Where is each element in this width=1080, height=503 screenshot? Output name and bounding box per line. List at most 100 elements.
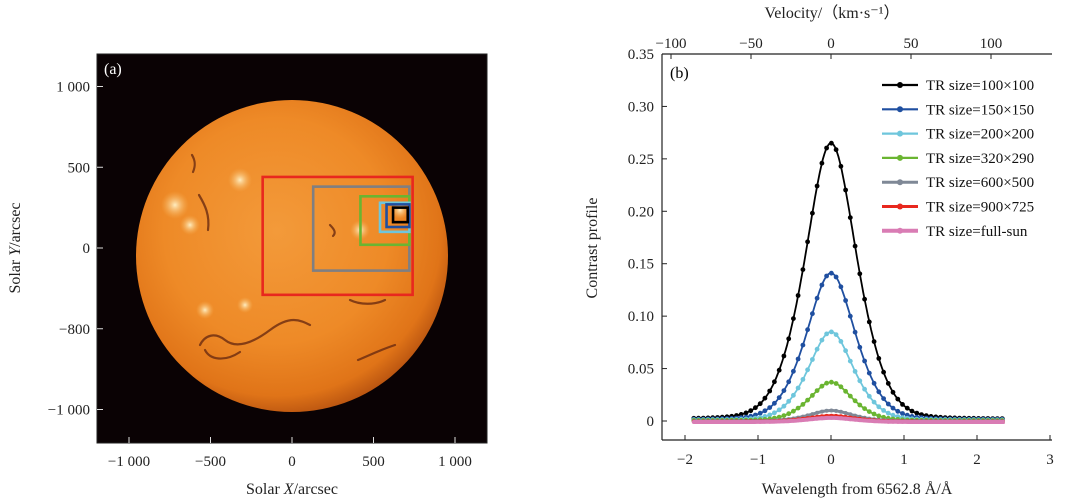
data-point [866,370,872,376]
plage-feature [161,191,189,219]
data-point [777,419,782,424]
legend-label: TR size=200×200 [926,127,1034,143]
legend-item: TR size=900×725 [882,200,1034,216]
data-point [853,417,858,422]
top-x-axis-label: Velocity/（km·s⁻¹） [764,4,899,22]
data-point [872,419,877,424]
data-point [744,420,748,424]
data-point [866,409,872,414]
data-point [838,416,843,421]
data-point [781,388,787,393]
y-tick-label-b: 0.15 [628,257,654,273]
data-point [720,420,725,424]
data-point [862,358,867,364]
data-point [838,163,844,169]
data-point [691,420,696,424]
legend-label: TR size=600×500 [926,175,1034,191]
plage-feature [196,301,214,319]
data-point [1000,420,1005,424]
data-point [910,420,914,424]
data-point [786,336,792,342]
data-point [876,389,882,395]
data-point [847,215,853,221]
data-point [885,381,891,386]
data-point [881,419,886,424]
data-point [795,405,801,411]
data-point [810,210,815,216]
data-point [890,405,896,411]
legend-item: TR size=600×500 [882,175,1034,191]
data-point [810,311,815,317]
data-point [791,368,796,374]
series-line [693,330,1005,421]
data-point [852,329,858,335]
data-point [796,418,801,423]
data-point [762,408,768,414]
data-point [948,420,952,424]
data-point [876,413,882,419]
legend-item: TR size=200×200 [882,127,1034,143]
legend-label: TR size=320×290 [926,151,1034,167]
panel-b-contrast-chart: −2 −1 0 1 2 3 0 0.05 0.10 0.15 0.20 0.25 0.30 0.35−10… [584,4,1054,498]
data-point [843,348,848,354]
sun-disk-body [136,100,448,412]
x-axis-label-a: Solar X/arcsec [246,481,338,498]
data-point [838,284,844,290]
data-point [866,319,872,325]
legend: TR size=100×100 TR size=150×150 TR size=20… [882,78,1034,240]
top-x-tick-label: −50 [739,36,762,52]
data-point [862,296,867,302]
top-x-tick-label: 50 [904,36,919,52]
data-point [738,412,744,417]
filament-feature [328,223,336,238]
data-point [776,414,782,420]
data-point [696,420,701,424]
panel-b-label: (b) [670,65,689,82]
data-point [819,416,824,421]
data-point [824,380,829,386]
data-point [805,239,810,245]
y-tick-label-b: 0.30 [628,99,654,115]
data-point [866,393,872,399]
x-axis-label-a-prefix: Solar [246,481,284,498]
data-point [776,395,782,400]
data-point [895,419,900,424]
data-point [814,388,820,393]
data-point [781,403,787,409]
data-point [919,420,924,424]
legend-item: TR size=100×100 [882,78,1034,94]
data-point [862,386,867,392]
legend-marker [897,203,903,210]
data-point [819,282,825,288]
series-2 [691,329,1005,423]
data-point [829,408,834,413]
x-tick-label-b: 2 [973,452,981,468]
data-point [772,419,777,424]
data-point [895,408,901,414]
legend-marker [897,227,903,234]
filament-feature [190,153,196,174]
data-point [852,398,858,404]
data-point [786,379,792,385]
filament-feature [356,343,397,362]
data-point [805,327,810,333]
top-x-tick-label: 0 [827,36,835,52]
data-point [829,415,834,420]
x-tick-label-a: −500 [195,454,226,470]
data-point [757,401,763,407]
panel-a-label: (a) [104,61,122,78]
data-point [833,332,839,337]
data-point [885,410,891,416]
data-point [786,411,792,417]
data-point [843,388,848,394]
plage-feature [237,297,253,313]
data-point [772,400,777,406]
data-point [867,418,872,423]
data-point [815,410,820,415]
data-point [847,393,853,399]
data-point [871,339,877,344]
data-point [848,417,853,422]
data-point [805,367,810,373]
data-point [957,420,962,424]
data-point [881,369,886,375]
